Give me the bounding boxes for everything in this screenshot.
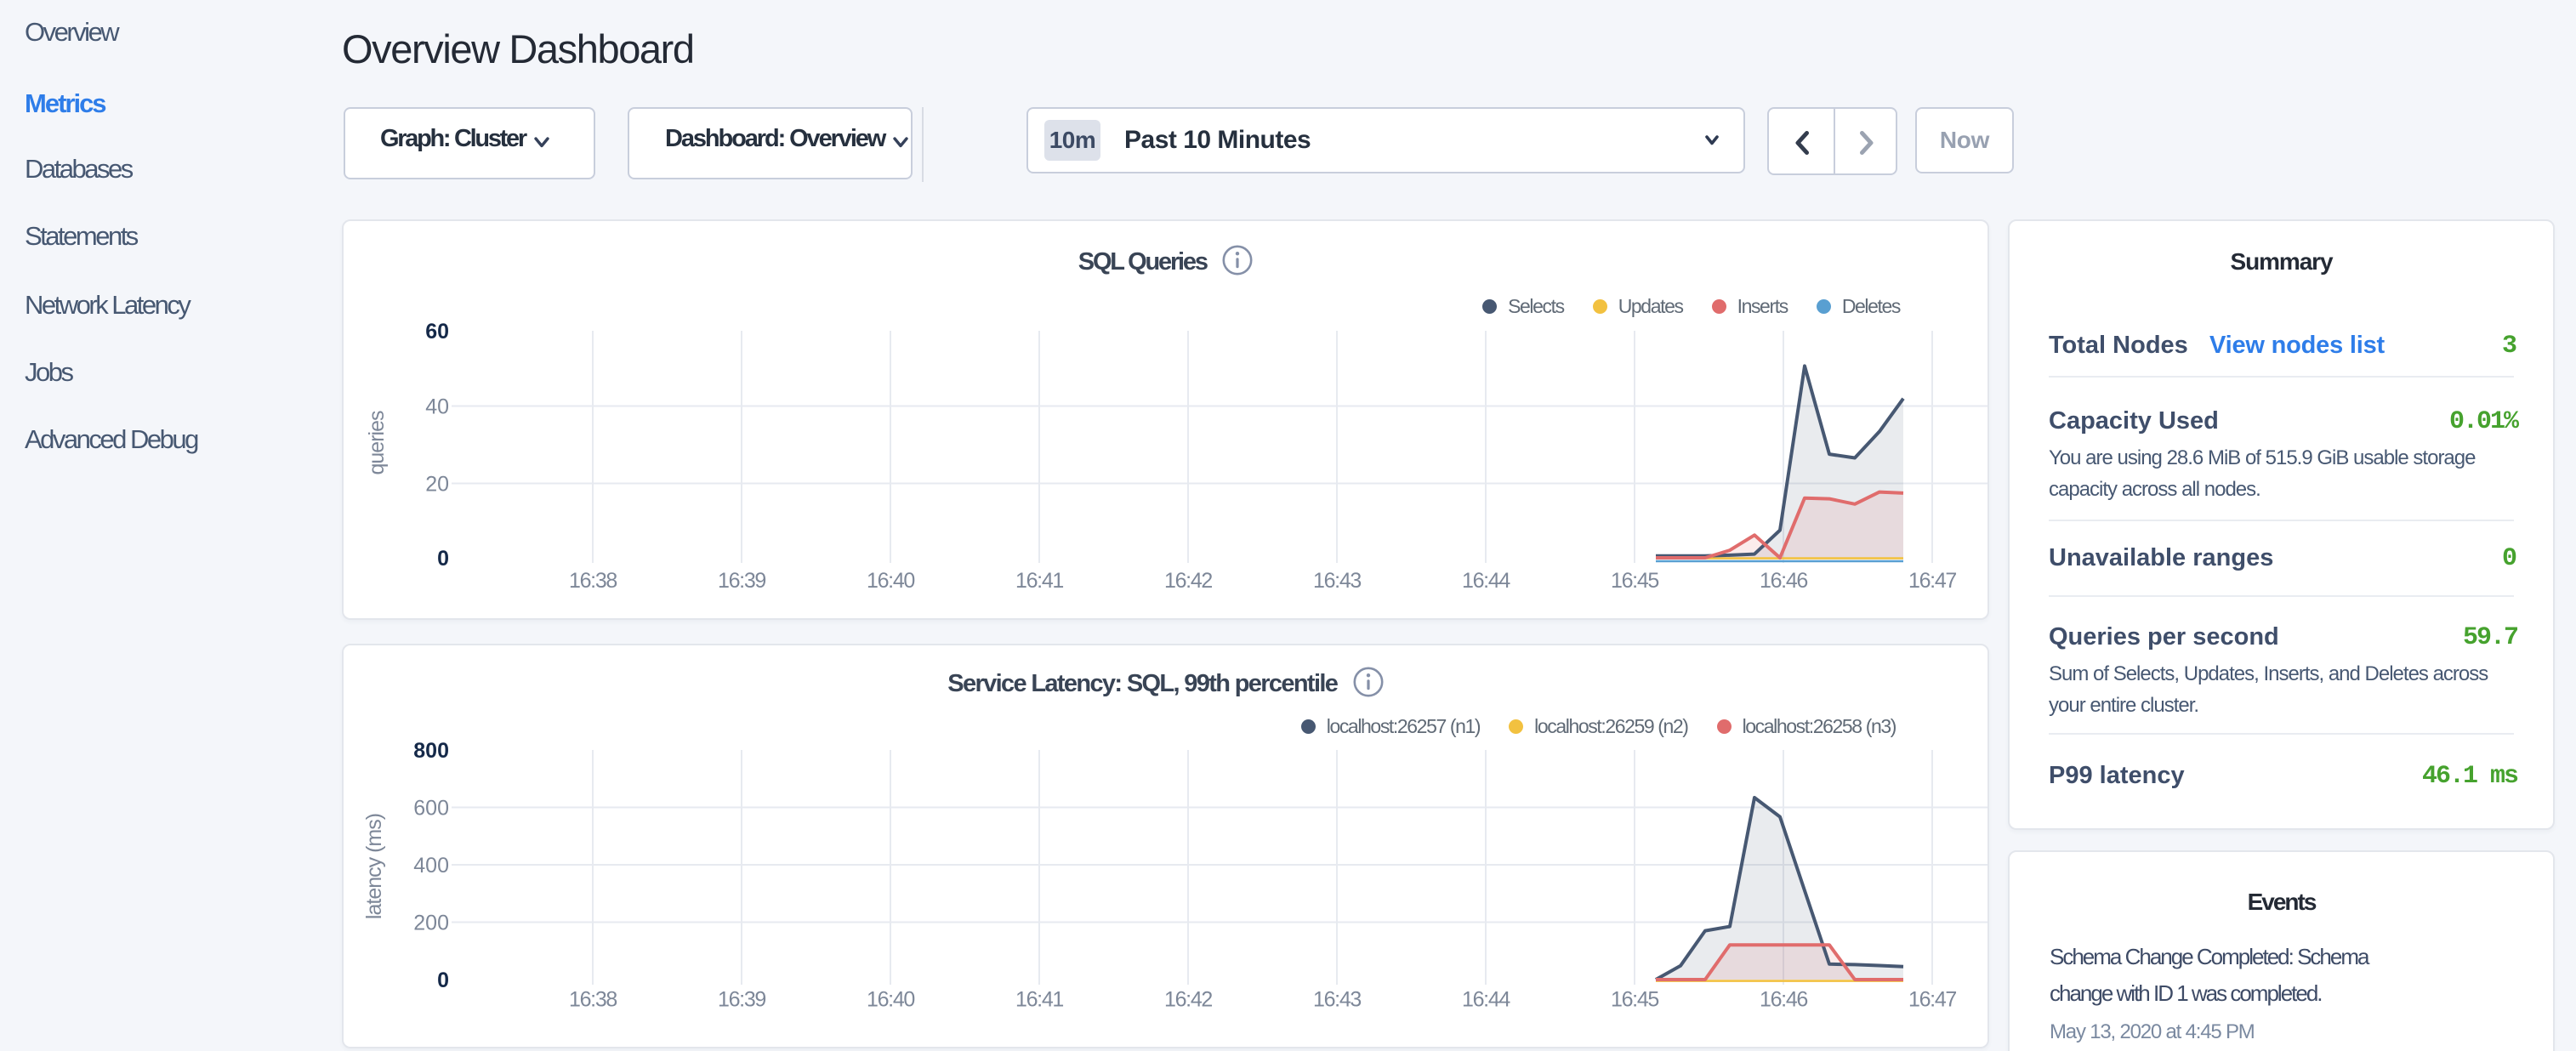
svg-text:16:44: 16:44 [1462, 569, 1510, 593]
svg-text:16:42: 16:42 [1164, 988, 1212, 1012]
svg-text:16:47: 16:47 [1908, 569, 1956, 593]
svg-text:16:46: 16:46 [1760, 569, 1807, 593]
svg-text:400: 400 [413, 854, 449, 878]
svg-text:16:46: 16:46 [1760, 988, 1807, 1012]
svg-text:20: 20 [425, 473, 449, 497]
svg-text:16:41: 16:41 [1015, 988, 1063, 1012]
svg-text:16:45: 16:45 [1611, 569, 1658, 593]
svg-text:200: 200 [413, 912, 449, 935]
svg-text:16:40: 16:40 [867, 988, 914, 1012]
svg-text:16:40: 16:40 [867, 569, 914, 593]
svg-text:16:38: 16:38 [569, 988, 617, 1012]
svg-text:16:39: 16:39 [718, 988, 765, 1012]
svg-text:16:47: 16:47 [1908, 988, 1956, 1012]
svg-text:16:42: 16:42 [1164, 569, 1212, 593]
svg-text:600: 600 [413, 797, 449, 821]
svg-text:16:39: 16:39 [718, 569, 765, 593]
svg-text:16:43: 16:43 [1313, 569, 1361, 593]
svg-text:800: 800 [413, 739, 449, 763]
svg-text:0: 0 [437, 969, 449, 992]
svg-text:40: 40 [425, 395, 449, 419]
svg-text:latency (ms): latency (ms) [362, 814, 386, 919]
svg-text:60: 60 [425, 320, 449, 344]
svg-text:16:43: 16:43 [1313, 988, 1361, 1012]
svg-text:16:41: 16:41 [1015, 569, 1063, 593]
svg-text:16:38: 16:38 [569, 569, 617, 593]
svg-text:16:45: 16:45 [1611, 988, 1658, 1012]
svg-text:0: 0 [437, 547, 449, 571]
svg-text:16:44: 16:44 [1462, 988, 1510, 1012]
svg-text:queries: queries [365, 411, 389, 474]
